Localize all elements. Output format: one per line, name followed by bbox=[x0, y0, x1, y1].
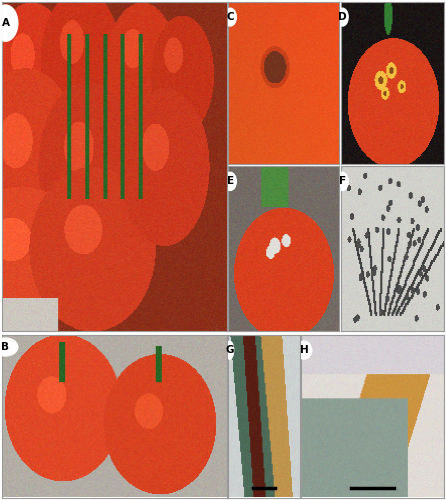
Text: B: B bbox=[1, 342, 9, 352]
Text: E: E bbox=[227, 176, 234, 186]
Circle shape bbox=[226, 341, 234, 359]
Circle shape bbox=[337, 172, 348, 190]
Circle shape bbox=[296, 341, 312, 359]
Text: H: H bbox=[300, 345, 308, 355]
Text: F: F bbox=[339, 176, 346, 186]
Text: G: G bbox=[226, 345, 234, 355]
Text: A: A bbox=[1, 18, 9, 28]
Circle shape bbox=[0, 338, 18, 356]
Circle shape bbox=[224, 172, 236, 190]
Circle shape bbox=[224, 8, 236, 26]
Circle shape bbox=[0, 5, 18, 41]
Text: D: D bbox=[338, 12, 347, 22]
Text: C: C bbox=[227, 12, 234, 22]
Circle shape bbox=[337, 8, 348, 26]
